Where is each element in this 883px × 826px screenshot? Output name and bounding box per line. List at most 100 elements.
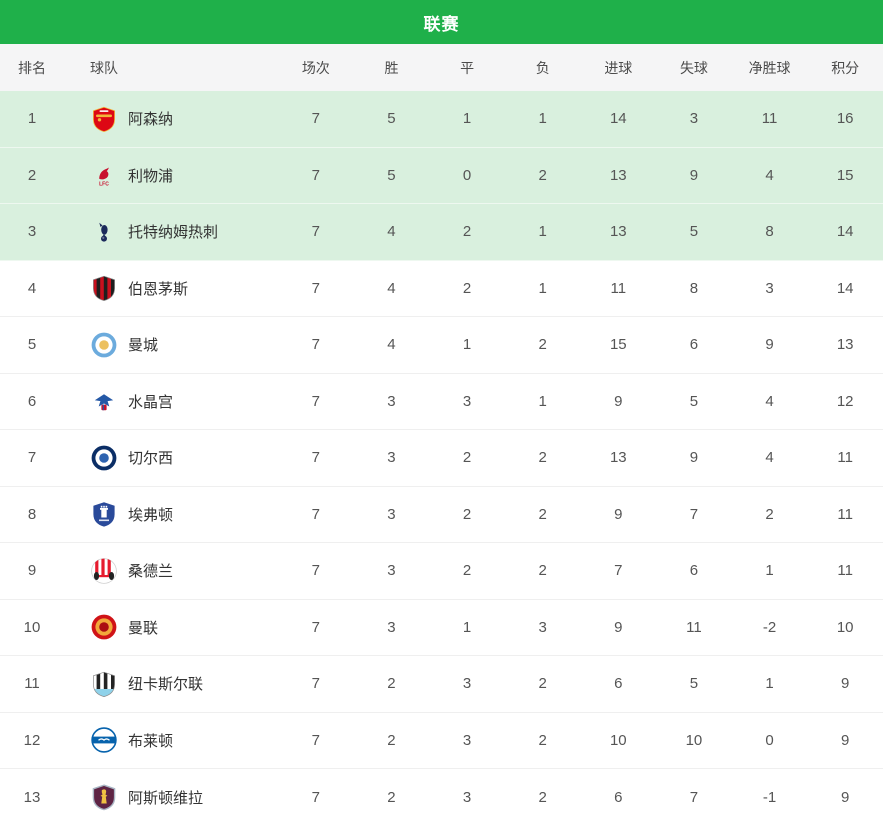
draws-cell: 2 xyxy=(462,562,472,580)
wins-cell: 5 xyxy=(387,166,396,184)
goals-against-cell: 5 xyxy=(689,223,699,241)
wins-cell: 2 xyxy=(387,675,396,693)
points-cell: 12 xyxy=(836,392,854,410)
team-cell: 伯恩茅斯 xyxy=(64,274,278,302)
col-header-goal-diff: 净胜球 xyxy=(748,59,791,76)
draws-cell: 1 xyxy=(462,110,472,128)
rank-cell: 7 xyxy=(27,449,37,467)
team-name: 利物浦 xyxy=(128,167,174,185)
goals-for-cell: 14 xyxy=(609,110,627,128)
col-header-played: 场次 xyxy=(301,59,330,76)
losses-cell: 2 xyxy=(538,562,547,580)
col-header-wins: 胜 xyxy=(384,59,399,76)
table-row[interactable]: 9 桑德兰 7 3 2 2 7 6 1 11 xyxy=(0,543,883,600)
wins-cell: 2 xyxy=(387,731,396,749)
rank-cell: 6 xyxy=(27,392,37,410)
losses-cell: 1 xyxy=(538,110,547,128)
rank-cell: 1 xyxy=(27,110,37,128)
rank-cell: 8 xyxy=(27,505,37,523)
team-cell: 切尔西 xyxy=(64,444,278,472)
rank-cell: 5 xyxy=(27,336,37,354)
goal-diff-cell: 8 xyxy=(765,223,774,241)
team-name: 曼城 xyxy=(128,337,159,355)
draws-cell: 1 xyxy=(462,336,472,354)
crystal-palace-crest-icon xyxy=(90,387,118,415)
team-name: 曼联 xyxy=(128,619,159,637)
team-name: 纽卡斯尔联 xyxy=(128,676,204,694)
goals-against-cell: 11 xyxy=(686,618,702,636)
played-cell: 7 xyxy=(311,618,320,636)
team-cell: 桑德兰 xyxy=(64,557,278,585)
goals-against-cell: 3 xyxy=(689,110,699,128)
points-cell: 11 xyxy=(837,562,853,580)
col-header-goals-against: 失球 xyxy=(679,59,708,76)
col-header-team: 球队 xyxy=(90,59,118,76)
goals-against-cell: 9 xyxy=(689,166,699,184)
losses-cell: 2 xyxy=(538,166,547,184)
losses-cell: 2 xyxy=(538,731,547,749)
table-row[interactable]: 8 埃弗顿 7 3 2 2 9 7 2 11 xyxy=(0,486,883,543)
team-cell: 托特纳姆热刺 xyxy=(64,218,278,246)
team-cell: 纽卡斯尔联 xyxy=(64,670,278,698)
points-cell: 16 xyxy=(836,110,854,128)
table-row[interactable]: 10 曼联 7 3 1 3 9 11 -2 10 xyxy=(0,599,883,656)
table-header: 排名 球队 场次 胜 平 负 进球 失球 净胜球 积分 xyxy=(0,44,883,91)
losses-cell: 2 xyxy=(538,449,547,467)
played-cell: 7 xyxy=(311,788,320,806)
col-header-goals-for: 进球 xyxy=(604,59,633,76)
table-row[interactable]: 7 切尔西 7 3 2 2 13 9 4 11 xyxy=(0,430,883,487)
everton-crest-icon xyxy=(90,500,118,528)
wins-cell: 3 xyxy=(387,392,396,410)
team-cell: 阿森纳 xyxy=(64,105,278,133)
draws-cell: 3 xyxy=(462,731,472,749)
table-row[interactable]: 3 托特纳姆热刺 7 4 2 1 13 5 8 14 xyxy=(0,204,883,261)
table-row[interactable]: 11 纽卡斯尔联 7 2 3 2 6 5 1 9 xyxy=(0,656,883,713)
wins-cell: 2 xyxy=(387,788,396,806)
rank-cell: 12 xyxy=(23,731,41,749)
goals-against-cell: 6 xyxy=(689,336,699,354)
sunderland-crest-icon xyxy=(90,557,118,585)
points-cell: 11 xyxy=(837,449,853,467)
team-name: 伯恩茅斯 xyxy=(128,280,189,298)
goal-diff-cell: 4 xyxy=(765,449,774,467)
draws-cell: 0 xyxy=(462,166,472,184)
played-cell: 7 xyxy=(311,223,320,241)
wins-cell: 5 xyxy=(387,110,396,128)
table-row[interactable]: 5 曼城 7 4 1 2 15 6 9 13 xyxy=(0,317,883,374)
table-row[interactable]: 2 LFC 利物浦 7 5 0 2 13 9 4 15 xyxy=(0,147,883,204)
goal-diff-cell: 9 xyxy=(765,336,774,354)
liverpool-crest-icon: LFC xyxy=(90,161,118,189)
man-united-crest-icon xyxy=(90,613,118,641)
table-row[interactable]: 4 伯恩茅斯 7 4 2 1 11 8 3 14 xyxy=(0,260,883,317)
wins-cell: 4 xyxy=(387,223,396,241)
table-row[interactable]: 1 阿森纳 7 5 1 1 14 3 11 16 xyxy=(0,91,883,148)
team-name: 布莱顿 xyxy=(128,732,174,750)
draws-cell: 3 xyxy=(462,788,472,806)
played-cell: 7 xyxy=(311,505,320,523)
rank-cell: 3 xyxy=(27,223,37,241)
goals-for-cell: 7 xyxy=(614,562,623,580)
goals-for-cell: 13 xyxy=(609,223,627,241)
goal-diff-cell: 4 xyxy=(765,392,774,410)
goals-for-cell: 10 xyxy=(609,731,627,749)
wins-cell: 3 xyxy=(387,449,396,467)
losses-cell: 1 xyxy=(538,279,547,297)
table-row[interactable]: 6 水晶宫 7 3 3 1 9 5 4 12 xyxy=(0,373,883,430)
losses-cell: 2 xyxy=(538,675,547,693)
played-cell: 7 xyxy=(311,166,320,184)
table-body: 1 阿森纳 7 5 1 1 14 3 11 16 2 LFC 利物浦 7 5 0… xyxy=(0,91,883,826)
goals-for-cell: 15 xyxy=(609,336,627,354)
rank-cell: 2 xyxy=(27,166,37,184)
team-cell: 阿斯顿维拉 xyxy=(64,783,278,811)
table-row[interactable]: 13 阿斯顿维拉 7 2 3 2 6 7 -1 9 xyxy=(0,769,883,826)
aston-villa-crest-icon xyxy=(90,783,118,811)
col-header-points: 积分 xyxy=(831,59,860,76)
col-header-rank: 排名 xyxy=(18,59,46,76)
wins-cell: 3 xyxy=(387,618,396,636)
goals-for-cell: 9 xyxy=(614,618,623,636)
col-header-draws: 平 xyxy=(460,59,475,76)
points-cell: 14 xyxy=(836,279,854,297)
team-cell: LFC 利物浦 xyxy=(64,161,278,189)
table-row[interactable]: 12 布莱顿 7 2 3 2 10 10 0 9 xyxy=(0,712,883,769)
